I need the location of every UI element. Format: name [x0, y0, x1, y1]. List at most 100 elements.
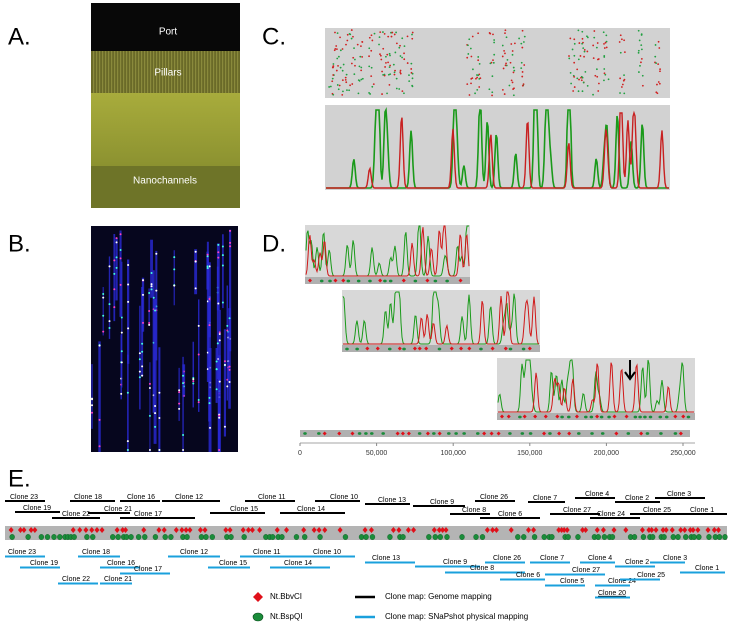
- dot: [332, 63, 335, 65]
- site: [541, 534, 547, 540]
- pillar: [141, 51, 143, 93]
- dot: [388, 66, 391, 69]
- site: [584, 415, 588, 419]
- site: [400, 431, 405, 436]
- pillar: [189, 51, 191, 93]
- site: [686, 415, 691, 419]
- dot: [387, 35, 390, 38]
- site: [249, 527, 255, 533]
- dot: [352, 56, 355, 59]
- dot: [520, 61, 523, 64]
- panel-label: B.: [8, 230, 31, 257]
- dot: [341, 93, 344, 96]
- dot: [408, 80, 411, 82]
- site: [623, 527, 629, 533]
- dot: [573, 61, 576, 64]
- dot: [331, 66, 334, 69]
- site: [390, 527, 396, 533]
- pillar: [144, 51, 146, 93]
- site: [639, 527, 645, 533]
- site: [413, 279, 418, 283]
- dot: [466, 83, 469, 86]
- site: [716, 534, 723, 540]
- site: [520, 432, 525, 435]
- dot: [605, 34, 608, 37]
- dot: [488, 88, 491, 91]
- dot: [353, 73, 356, 76]
- clone-label: Clone 15: [219, 560, 247, 567]
- dot: [596, 68, 598, 71]
- dot: [383, 32, 386, 35]
- label-spot: [108, 326, 111, 329]
- pillar: [219, 51, 221, 93]
- dot: [336, 48, 338, 51]
- site: [341, 278, 346, 283]
- dot: [521, 84, 524, 87]
- dot: [386, 92, 388, 95]
- dot: [640, 44, 643, 46]
- legend-label: Clone map: Genome mapping: [385, 592, 492, 601]
- label-spot: [228, 365, 231, 368]
- label-spot: [192, 378, 195, 381]
- region-label: Nanochannels: [133, 176, 197, 187]
- dot: [503, 49, 505, 52]
- dot: [395, 77, 398, 80]
- clone-label: Clone 25: [637, 572, 665, 579]
- clone-label: Clone 19: [30, 560, 58, 567]
- label-spot: [150, 288, 153, 291]
- dot: [597, 82, 600, 85]
- site: [675, 534, 681, 540]
- pillar: [147, 51, 149, 93]
- dot: [637, 51, 640, 54]
- site: [583, 527, 589, 533]
- clone-label: Clone 21: [104, 506, 132, 513]
- dot: [620, 86, 623, 88]
- label-spot: [173, 256, 176, 259]
- dot: [337, 64, 339, 67]
- site: [601, 534, 608, 540]
- dot: [518, 37, 521, 40]
- dot: [513, 42, 516, 45]
- site: [94, 527, 100, 533]
- site: [612, 414, 617, 419]
- site: [183, 527, 189, 533]
- dot: [341, 69, 344, 72]
- site: [426, 534, 432, 540]
- site: [599, 415, 604, 419]
- clone-label: Clone 3: [667, 491, 691, 498]
- dot: [504, 29, 507, 32]
- site: [639, 431, 644, 436]
- site: [658, 415, 663, 419]
- legend-label: Clone map: SNaPshot physical mapping: [385, 612, 528, 621]
- label-spot: [206, 265, 209, 268]
- dot: [467, 53, 470, 55]
- clone-label: Clone 27: [563, 507, 591, 514]
- site: [437, 347, 442, 351]
- dot: [411, 37, 414, 40]
- site: [521, 534, 527, 540]
- dot: [477, 32, 480, 35]
- site: [350, 431, 355, 436]
- dot: [510, 43, 513, 45]
- pillar: [225, 51, 227, 93]
- clone-label: Clone 21: [104, 576, 132, 583]
- dot: [381, 93, 383, 95]
- site: [556, 527, 562, 533]
- dot: [470, 77, 473, 80]
- clone-label: Clone 22: [62, 576, 90, 583]
- label-spot: [221, 264, 224, 267]
- dot: [582, 47, 585, 50]
- clone-label: Clone 26: [480, 494, 508, 501]
- dot: [392, 63, 395, 66]
- pillar: [153, 51, 155, 93]
- dot: [388, 52, 391, 55]
- site: [508, 527, 514, 533]
- dot: [471, 35, 474, 38]
- label-spot: [217, 243, 220, 246]
- dot: [641, 74, 644, 77]
- dot: [570, 82, 573, 85]
- pillar: [237, 51, 239, 93]
- dot: [346, 89, 348, 92]
- label-spot: [91, 398, 94, 401]
